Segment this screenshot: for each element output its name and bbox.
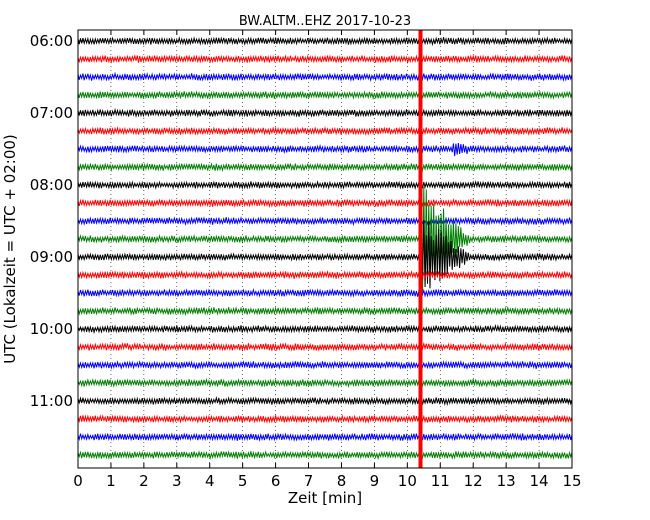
trace-1000 xyxy=(77,323,573,335)
x-tick-label: 12 xyxy=(464,472,483,490)
trace-layer xyxy=(77,30,573,468)
x-tick-label: 15 xyxy=(562,472,581,490)
trace-0700 xyxy=(77,107,573,119)
x-tick-label: 5 xyxy=(238,472,248,490)
trace-1045 xyxy=(77,377,573,388)
x-tick-label: 2 xyxy=(139,472,149,490)
y-ticks: 06:00 07:00 08:00 09:00 10:00 11:00 xyxy=(30,32,572,410)
trace-1015 xyxy=(77,341,573,352)
trace-0900 xyxy=(77,220,573,289)
x-axis-label: Zeit [min] xyxy=(288,489,362,507)
x-tick-label: 6 xyxy=(271,472,281,490)
trace-1145 xyxy=(77,450,573,461)
x-tick-label: 7 xyxy=(304,472,314,490)
y-axis-label: UTC (Lokalzeit = UTC + 02:00) xyxy=(1,134,19,364)
x-ticks: 0 1 2 3 4 5 6 7 8 9 10 11 12 13 14 15 xyxy=(73,30,582,490)
trace-0745 xyxy=(77,162,573,173)
x-tick-label: 8 xyxy=(337,472,347,490)
y-tick-label: 07:00 xyxy=(30,104,73,122)
trace-1130 xyxy=(77,432,573,442)
trace-0800 xyxy=(77,180,573,190)
trace-1115 xyxy=(77,414,573,424)
trace-0945 xyxy=(77,305,573,317)
trace-0600 xyxy=(77,36,573,47)
trace-0715 xyxy=(77,126,573,136)
trace-0615 xyxy=(77,54,573,65)
trace-1100 xyxy=(77,395,573,406)
plot-frame xyxy=(77,29,573,469)
trace-0815 xyxy=(77,198,573,208)
x-tick-label: 3 xyxy=(172,472,182,490)
grid-layer xyxy=(78,30,572,468)
trace-0915 xyxy=(77,270,573,280)
y-tick-label: 06:00 xyxy=(30,32,73,50)
x-tick-label: 1 xyxy=(106,472,116,490)
x-tick-label: 9 xyxy=(370,472,380,490)
trace-0830 xyxy=(77,216,573,227)
trace-0930 xyxy=(77,288,573,298)
trace-0730 xyxy=(77,143,573,157)
trace-0845 xyxy=(77,186,573,293)
trace-0645 xyxy=(77,90,573,100)
chart-title: BW.ALTM..EHZ 2017-10-23 xyxy=(239,14,411,29)
x-tick-label: 11 xyxy=(431,472,450,490)
y-tick-label: 09:00 xyxy=(30,248,73,266)
x-tick-label: 10 xyxy=(398,472,417,490)
y-tick-label: 11:00 xyxy=(30,392,73,410)
y-tick-label: 08:00 xyxy=(30,176,73,194)
trace-0630 xyxy=(77,71,573,83)
x-tick-label: 4 xyxy=(205,472,215,490)
x-tick-label: 13 xyxy=(497,472,516,490)
trace-1030 xyxy=(77,359,573,371)
x-tick-label: 14 xyxy=(530,472,549,490)
x-tick-label: 0 xyxy=(73,472,83,490)
y-tick-label: 10:00 xyxy=(30,320,73,338)
